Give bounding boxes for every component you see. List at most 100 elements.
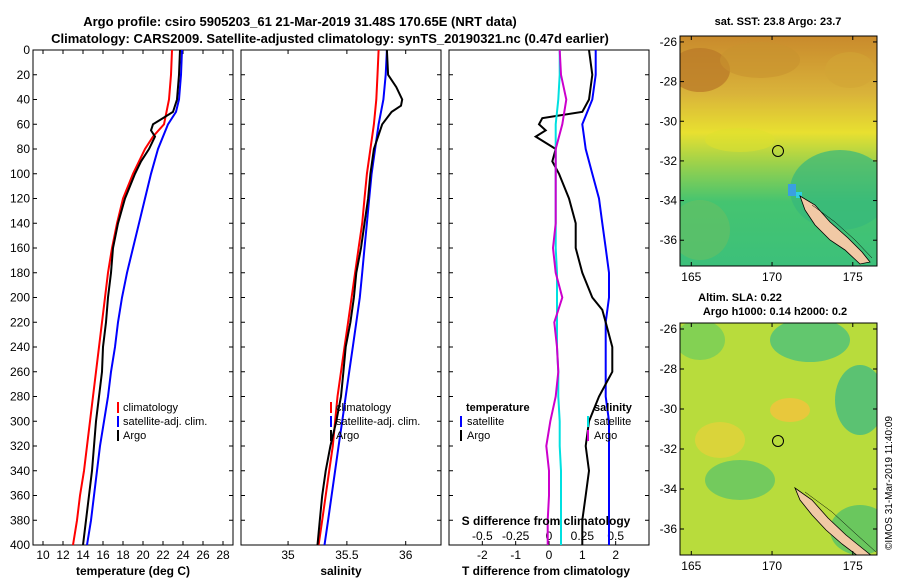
lat-tick-label: -34 [660,194,678,208]
depth-tick-labels: 0 20 40 60 80 100 120 140 160 180 200 220 240 260 280 3… [10,43,30,552]
series-line-climatology [72,49,173,546]
depth-tick-label: 300 [10,414,30,428]
depth-tick-label: 380 [10,513,30,527]
sst-map-panel: sat. SST: 23.8 Argo: 23.7 -26 -28 -30 -32 -3… [660,16,878,284]
x-tick-label: 28 [216,548,230,562]
sla-field [680,323,877,555]
legend-satellite: satellite-adj. clim. [123,416,207,428]
series-line-s-argo [545,49,568,545]
lat-tick-label: -34 [660,482,678,496]
lat-tick-label: -36 [660,522,678,536]
sla-low-patch [705,460,775,500]
lon-tick-label: 165 [681,559,701,573]
sst-mid-patch [705,128,775,152]
legend-s-argo: Argo [594,430,617,442]
series-line-t-satellite [581,50,610,545]
temperature-plot-frame [32,49,234,546]
series-line-satellite-adj-clim- [86,49,183,546]
depth-tick-label: 20 [17,68,31,82]
temperature-lines [72,49,183,546]
lat-tick-label: -28 [660,75,678,89]
series-line-argo [82,49,181,546]
sla-map-title-line1: Altim. SLA: 0.22 [698,292,782,304]
legend-temperature-heading: temperature [466,402,530,414]
lon-tick-label: 170 [762,270,782,284]
sla-high-patch [695,422,745,458]
temperature-legend: climatology satellite-adj. clim. Argo [117,402,207,442]
legend-t-satellite: satellite [467,416,504,428]
legend-t-argo: Argo [467,430,490,442]
lat-tick-label: -30 [660,114,678,128]
s-x-tick-label: -0.25 [502,529,530,543]
sst-warm-patch [720,42,800,78]
s-difference-label: S difference from climatology [462,514,631,528]
s-x-tick-label: 0 [546,529,553,543]
sst-map-frame [679,35,878,267]
x-tick-label: 22 [156,548,170,562]
depth-tick-label: 100 [10,167,30,181]
temperature-x-ticks: 10 12 14 16 18 20 22 24 26 28 [33,49,233,562]
figure-title-line2: Climatology: CARS2009. Satellite-adjuste… [51,31,609,46]
x-tick-label: 16 [96,548,110,562]
coastline-contour [811,204,873,259]
sla-map-panel: Altim. SLA: 0.22 Argo h1000: 0.14 h2000:… [660,292,878,573]
difference-x-ticks: -2 -1 0 1 2-0.5 -0.25 0 0.25 0.5 [449,49,649,562]
sst-cool-patch [790,150,877,230]
s-x-tick-label: 0.5 [607,529,624,543]
legend-satellite: satellite-adj. clim. [336,416,420,428]
series-line-satellite-adj-clim- [323,49,388,546]
depth-tick-label: 280 [10,390,30,404]
legend-climatology: climatology [336,402,392,414]
sst-lon-ticks: 165 170 175 [681,36,863,284]
t-x-tick-label: 2 [612,548,619,562]
depth-tick-label: 360 [10,489,30,503]
depth-tick-label: 120 [10,192,30,206]
sst-cloud-pixel [788,184,796,196]
x-tick-label: 24 [176,548,190,562]
series-line-climatology [317,49,380,546]
difference-panel: -2 -1 0 1 2-0.5 -0.25 0 0.25 0.5 T difference fr… [448,49,650,578]
x-tick-label: 10 [36,548,50,562]
new-zealand-land [799,195,871,265]
depth-tick-label: 220 [10,315,30,329]
t-x-tick-label: 0 [546,548,553,562]
temperature-xlabel: temperature (deg C) [76,564,190,578]
salinity-xlabel: salinity [320,564,362,578]
lat-tick-label: -32 [660,154,678,168]
sla-float-marker [772,435,784,447]
depth-tick-label: 260 [10,365,30,379]
difference-legend: temperature satellite Argo salinity sate… [460,402,633,442]
salinity-panel: 35 35.5 36 salinity climatology satellite-… [240,49,442,578]
depth-tick-label: 320 [10,439,30,453]
legend-s-satellite: satellite [594,416,631,428]
lat-tick-label: -26 [660,35,678,49]
x-tick-label: 14 [76,548,90,562]
depth-tick-label: 400 [10,538,30,552]
x-tick-label: 35.5 [335,548,359,562]
lat-tick-label: -36 [660,233,678,247]
lat-tick-label: -26 [660,322,678,336]
depth-tick-label: 0 [23,43,30,57]
sst-lat-ticks: -26 -28 -30 -32 -34 -36 [660,35,877,247]
x-tick-label: 12 [56,548,70,562]
t-x-tick-label: -1 [510,548,521,562]
salinity-plot-frame [240,49,442,546]
sla-low-patch [835,365,877,435]
sst-field [680,36,877,266]
lon-tick-label: 165 [681,270,701,284]
x-tick-label: 20 [136,548,150,562]
sst-cloud-pixel [796,192,802,198]
sst-warm-patch [680,48,730,92]
temperature-panel: 0 20 40 60 80 100 120 140 160 180 200 220 240 260 280 3… [10,43,234,578]
lon-tick-label: 170 [762,559,782,573]
depth-tick-label: 160 [10,241,30,255]
depth-tick-label: 40 [17,93,31,107]
lon-tick-label: 175 [843,270,863,284]
sla-lat-ticks: -26 -28 -30 -32 -34 -36 [660,322,877,536]
lat-tick-label: -30 [660,402,678,416]
legend-argo: Argo [336,430,359,442]
sla-map-frame [679,322,878,556]
series-line-s-satellite [554,50,562,545]
t-x-tick-label: -2 [477,548,488,562]
